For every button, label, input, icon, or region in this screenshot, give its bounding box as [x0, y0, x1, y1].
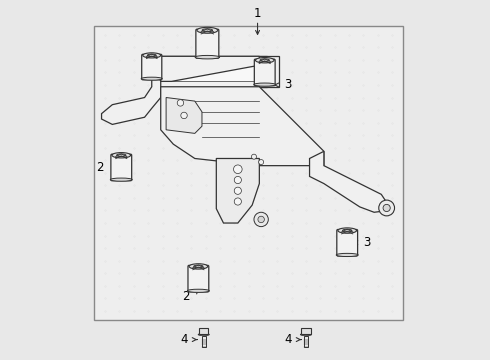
Ellipse shape — [143, 53, 161, 58]
Text: 1: 1 — [254, 7, 261, 20]
Ellipse shape — [255, 58, 274, 63]
Text: 4: 4 — [180, 333, 188, 346]
Bar — [152, 56, 267, 87]
Bar — [304, 336, 308, 347]
Polygon shape — [216, 158, 259, 223]
Bar — [201, 336, 206, 347]
Ellipse shape — [112, 153, 131, 158]
FancyBboxPatch shape — [301, 328, 311, 334]
Circle shape — [383, 204, 390, 212]
Polygon shape — [166, 98, 202, 134]
Circle shape — [181, 112, 187, 119]
Ellipse shape — [195, 55, 220, 59]
Ellipse shape — [202, 29, 213, 32]
Circle shape — [234, 198, 242, 205]
FancyBboxPatch shape — [142, 54, 162, 80]
Circle shape — [258, 216, 265, 223]
Circle shape — [254, 212, 269, 226]
Text: 2: 2 — [96, 161, 103, 174]
Ellipse shape — [254, 83, 276, 86]
Text: 3: 3 — [284, 78, 292, 91]
Ellipse shape — [338, 228, 357, 233]
Text: 3: 3 — [363, 236, 370, 249]
FancyBboxPatch shape — [199, 328, 208, 334]
Ellipse shape — [198, 333, 209, 336]
Polygon shape — [310, 151, 389, 212]
Circle shape — [234, 187, 242, 194]
Polygon shape — [161, 87, 324, 166]
Polygon shape — [259, 56, 279, 87]
Circle shape — [234, 176, 242, 184]
Polygon shape — [101, 56, 161, 125]
Ellipse shape — [141, 77, 162, 80]
FancyBboxPatch shape — [111, 154, 132, 181]
Circle shape — [234, 165, 242, 174]
Ellipse shape — [189, 264, 208, 269]
FancyBboxPatch shape — [254, 59, 275, 86]
Ellipse shape — [194, 265, 203, 268]
Circle shape — [177, 100, 184, 106]
Text: 2: 2 — [182, 290, 190, 303]
Circle shape — [259, 159, 264, 165]
Ellipse shape — [260, 59, 270, 62]
Ellipse shape — [343, 229, 352, 232]
Circle shape — [251, 154, 256, 159]
Polygon shape — [161, 56, 259, 81]
Ellipse shape — [117, 154, 126, 157]
Ellipse shape — [147, 54, 156, 57]
Ellipse shape — [110, 178, 132, 181]
Bar — [161, 62, 259, 81]
Circle shape — [379, 200, 394, 216]
Bar — [95, 26, 403, 320]
Ellipse shape — [197, 27, 218, 33]
Ellipse shape — [187, 289, 209, 292]
FancyBboxPatch shape — [188, 265, 209, 292]
Ellipse shape — [336, 253, 358, 257]
Ellipse shape — [300, 333, 312, 336]
FancyBboxPatch shape — [337, 229, 358, 256]
Text: 4: 4 — [284, 333, 292, 346]
FancyBboxPatch shape — [196, 29, 219, 58]
